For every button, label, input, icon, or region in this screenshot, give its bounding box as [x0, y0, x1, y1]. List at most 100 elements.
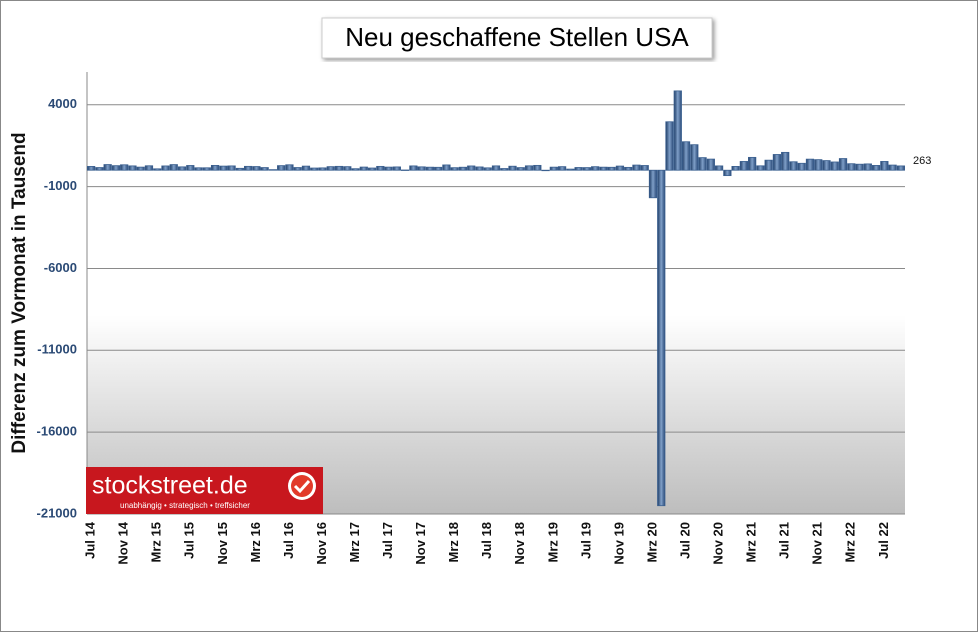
x-tick-label: Mrz 18 — [446, 522, 461, 562]
bar — [285, 164, 294, 171]
bar — [739, 161, 748, 171]
bar — [252, 166, 261, 171]
bar — [409, 165, 418, 171]
x-tick-label: Jul 14 — [83, 521, 98, 559]
bar — [268, 169, 278, 171]
bar — [376, 165, 385, 171]
bar — [665, 121, 674, 171]
bar — [219, 165, 228, 171]
bar — [260, 167, 269, 171]
bar — [541, 169, 550, 172]
bar — [549, 166, 558, 171]
bar — [648, 169, 658, 199]
bar — [640, 165, 649, 171]
y-tick-label: -11000 — [37, 342, 77, 357]
bar — [607, 166, 616, 171]
bar — [400, 169, 410, 171]
bar — [533, 164, 542, 171]
bar — [351, 168, 360, 171]
x-tick-label: Jul 19 — [578, 522, 593, 559]
bar — [153, 168, 162, 171]
x-tick-label: Mrz 17 — [347, 522, 362, 562]
x-tick-label: Mrz 19 — [545, 522, 560, 562]
bar — [822, 160, 831, 171]
bar — [599, 166, 608, 171]
bar — [310, 167, 319, 171]
x-tick-label: Mrz 16 — [248, 522, 263, 562]
x-tick-label: Jul 17 — [380, 522, 395, 559]
bar — [789, 161, 798, 171]
bar — [301, 165, 311, 171]
x-tick-label: Nov 14 — [116, 521, 131, 564]
bar — [202, 167, 211, 171]
x-tick-label: Nov 19 — [611, 522, 626, 565]
bar — [475, 166, 484, 171]
logo-check — [293, 479, 311, 494]
bar — [161, 165, 170, 171]
x-tick-label: Nov 17 — [413, 522, 428, 565]
bar — [136, 166, 145, 171]
bar — [120, 164, 129, 171]
bar — [871, 165, 881, 171]
bar — [830, 161, 839, 171]
bar — [177, 166, 187, 171]
bar — [194, 167, 203, 171]
x-tick-label: Mrz 21 — [744, 522, 759, 562]
bar — [673, 90, 682, 171]
bar — [417, 166, 426, 171]
logo: stockstreet.de unabhängig • strategisch … — [86, 467, 323, 514]
bar — [442, 164, 451, 171]
logo-box — [86, 467, 323, 514]
bar — [888, 164, 897, 171]
bar — [384, 166, 393, 171]
bar — [896, 165, 905, 171]
bar — [293, 167, 302, 171]
bar — [210, 164, 220, 171]
bar — [103, 164, 112, 171]
bar — [714, 165, 724, 171]
x-tick-label: Nov 18 — [512, 522, 527, 565]
bar — [450, 167, 459, 171]
bar — [144, 165, 154, 171]
bar — [87, 166, 96, 171]
bar — [772, 154, 782, 171]
bar — [359, 166, 368, 171]
value-label: 263 — [913, 155, 931, 167]
x-tick-label: Jul 18 — [479, 522, 494, 559]
bar — [781, 151, 790, 171]
bar — [880, 161, 889, 171]
bar — [582, 167, 592, 171]
bar — [706, 158, 715, 171]
chart-title: Neu geschaffene Stellen USA — [345, 22, 689, 52]
x-tick-label: Jul 15 — [182, 522, 197, 559]
x-tick-label: Mrz 22 — [843, 522, 858, 562]
x-tick-label: Nov 15 — [215, 522, 230, 565]
bar — [855, 163, 864, 171]
bar — [227, 165, 236, 171]
logo-name: stockstreet.de — [92, 472, 248, 500]
bar — [847, 163, 856, 171]
bar — [797, 162, 806, 171]
bar — [698, 157, 707, 171]
x-tick-label: Nov 16 — [314, 522, 329, 565]
bar — [434, 166, 443, 171]
bar — [169, 164, 178, 171]
x-tick-label: Jul 21 — [777, 522, 792, 559]
bar — [128, 165, 137, 171]
bar — [483, 167, 492, 171]
bar — [838, 158, 848, 171]
y-tick-label: -1000 — [44, 178, 77, 193]
bar — [624, 166, 633, 171]
bar — [657, 169, 666, 507]
x-tick-label: Mrz 15 — [149, 522, 164, 562]
x-tick-label: Mrz 20 — [644, 522, 659, 562]
bar — [574, 167, 583, 171]
bar — [566, 168, 575, 171]
bar — [516, 167, 525, 171]
y-tick-label: -6000 — [44, 260, 77, 275]
bar — [277, 165, 286, 171]
bar — [467, 165, 476, 171]
bar — [591, 166, 600, 171]
bar — [186, 165, 195, 171]
bar — [508, 165, 517, 171]
